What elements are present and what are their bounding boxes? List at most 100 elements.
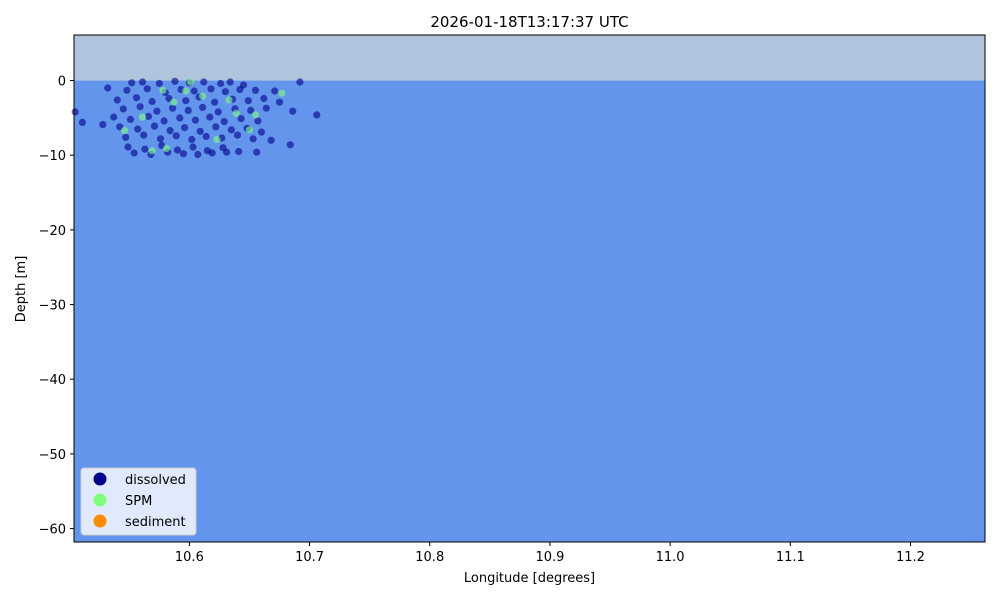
data-point-dissolved bbox=[206, 113, 214, 121]
legend-marker-sediment bbox=[93, 514, 107, 528]
series-dissolved bbox=[71, 77, 321, 159]
data-point-dissolved bbox=[99, 121, 107, 129]
data-point-dissolved bbox=[113, 96, 121, 104]
y-tick-label: −50 bbox=[39, 448, 66, 463]
data-point-spm bbox=[232, 109, 240, 117]
data-point-dissolved bbox=[271, 87, 279, 95]
data-point-dissolved bbox=[138, 78, 147, 86]
data-point-dissolved bbox=[267, 136, 275, 144]
data-point-dissolved bbox=[217, 79, 225, 88]
plot-area bbox=[71, 34, 986, 543]
data-point-dissolved bbox=[169, 104, 177, 112]
data-point-spm bbox=[251, 111, 260, 119]
data-point-dissolved bbox=[189, 143, 197, 151]
data-point-spm bbox=[245, 126, 254, 134]
data-point-dissolved bbox=[126, 115, 135, 123]
data-point-dissolved bbox=[119, 105, 127, 113]
legend-box bbox=[80, 467, 197, 536]
data-point-dissolved bbox=[251, 86, 260, 94]
x-tick-label: 10.8 bbox=[415, 550, 444, 565]
x-tick-label: 11.0 bbox=[656, 550, 685, 565]
data-point-dissolved bbox=[128, 79, 136, 87]
points-layer bbox=[71, 77, 321, 159]
legend-marker-spm bbox=[93, 493, 107, 507]
air-region bbox=[74, 35, 985, 81]
data-point-dissolved bbox=[214, 108, 222, 116]
data-point-spm bbox=[225, 96, 233, 104]
x-tick-label: 11.2 bbox=[896, 550, 925, 565]
data-point-spm bbox=[162, 144, 171, 153]
data-point-spm bbox=[148, 147, 156, 155]
data-point-dissolved bbox=[296, 78, 304, 86]
data-point-dissolved bbox=[143, 85, 151, 93]
y-tick-label: −30 bbox=[39, 299, 66, 314]
data-point-dissolved bbox=[144, 112, 153, 120]
data-point-spm bbox=[187, 78, 195, 86]
y-tick-label: −20 bbox=[39, 224, 66, 239]
data-point-dissolved bbox=[236, 85, 244, 94]
x-tick-label: 10.6 bbox=[175, 550, 204, 565]
data-point-dissolved bbox=[171, 77, 179, 85]
data-point-dissolved bbox=[116, 123, 124, 131]
data-point-dissolved bbox=[257, 128, 266, 136]
y-tick-label: 0 bbox=[58, 75, 66, 90]
data-point-dissolved bbox=[262, 104, 270, 112]
data-point-dissolved bbox=[196, 127, 204, 135]
y-axis: 0 −10 −20 −30 −40 −50 −60 bbox=[39, 75, 74, 538]
water-region bbox=[74, 80, 985, 543]
data-point-dissolved bbox=[260, 94, 268, 103]
data-point-spm bbox=[170, 98, 178, 106]
y-tick-label: −40 bbox=[39, 373, 66, 388]
data-point-dissolved bbox=[253, 148, 261, 156]
data-point-dissolved bbox=[155, 79, 163, 88]
data-point-dissolved bbox=[244, 97, 252, 105]
data-point-dissolved bbox=[208, 149, 216, 157]
data-point-dissolved bbox=[78, 118, 86, 126]
legend-label-sediment: sediment bbox=[125, 515, 186, 530]
data-point-dissolved bbox=[104, 84, 112, 92]
axes-frame bbox=[73, 34, 986, 543]
data-point-dissolved bbox=[249, 135, 257, 143]
data-point-dissolved bbox=[140, 131, 148, 139]
data-point-dissolved bbox=[122, 133, 130, 141]
x-tick-label: 10.9 bbox=[535, 550, 564, 565]
data-point-dissolved bbox=[191, 116, 199, 124]
y-axis-label: Depth [m] bbox=[14, 256, 29, 323]
data-point-dissolved bbox=[188, 135, 196, 144]
y-tick-label: −60 bbox=[39, 523, 66, 538]
data-point-dissolved bbox=[211, 98, 219, 106]
data-point-dissolved bbox=[176, 114, 184, 122]
data-point-dissolved bbox=[160, 117, 168, 125]
data-point-dissolved bbox=[226, 78, 234, 86]
data-point-dissolved bbox=[172, 132, 180, 140]
data-point-spm bbox=[120, 127, 129, 135]
x-tick-label: 10.7 bbox=[295, 550, 324, 565]
data-point-dissolved bbox=[136, 103, 144, 111]
data-point-dissolved bbox=[165, 94, 173, 103]
data-point-dissolved bbox=[227, 126, 235, 134]
data-point-spm bbox=[138, 113, 147, 121]
data-point-dissolved bbox=[153, 107, 161, 115]
data-point-spm bbox=[278, 89, 286, 97]
data-point-dissolved bbox=[199, 103, 207, 111]
series-spm bbox=[120, 78, 286, 155]
y-tick-label: −10 bbox=[39, 149, 66, 164]
data-point-dissolved bbox=[202, 132, 210, 141]
x-axis: 10.6 10.7 10.8 10.9 11.0 11.1 11.2 bbox=[175, 542, 925, 565]
data-point-dissolved bbox=[190, 87, 198, 95]
data-point-dissolved bbox=[148, 97, 156, 106]
data-point-spm bbox=[159, 86, 167, 94]
data-point-dissolved bbox=[130, 149, 138, 157]
data-point-dissolved bbox=[123, 86, 131, 94]
data-point-dissolved bbox=[237, 115, 245, 123]
data-point-dissolved bbox=[184, 106, 192, 114]
data-point-dissolved bbox=[286, 141, 294, 149]
data-point-dissolved bbox=[207, 85, 215, 93]
data-point-dissolved bbox=[110, 113, 118, 121]
data-point-dissolved bbox=[71, 108, 79, 116]
data-point-dissolved bbox=[233, 131, 242, 139]
data-point-dissolved bbox=[132, 94, 141, 102]
legend-label-spm: SPM bbox=[125, 494, 152, 509]
data-point-dissolved bbox=[134, 125, 142, 133]
